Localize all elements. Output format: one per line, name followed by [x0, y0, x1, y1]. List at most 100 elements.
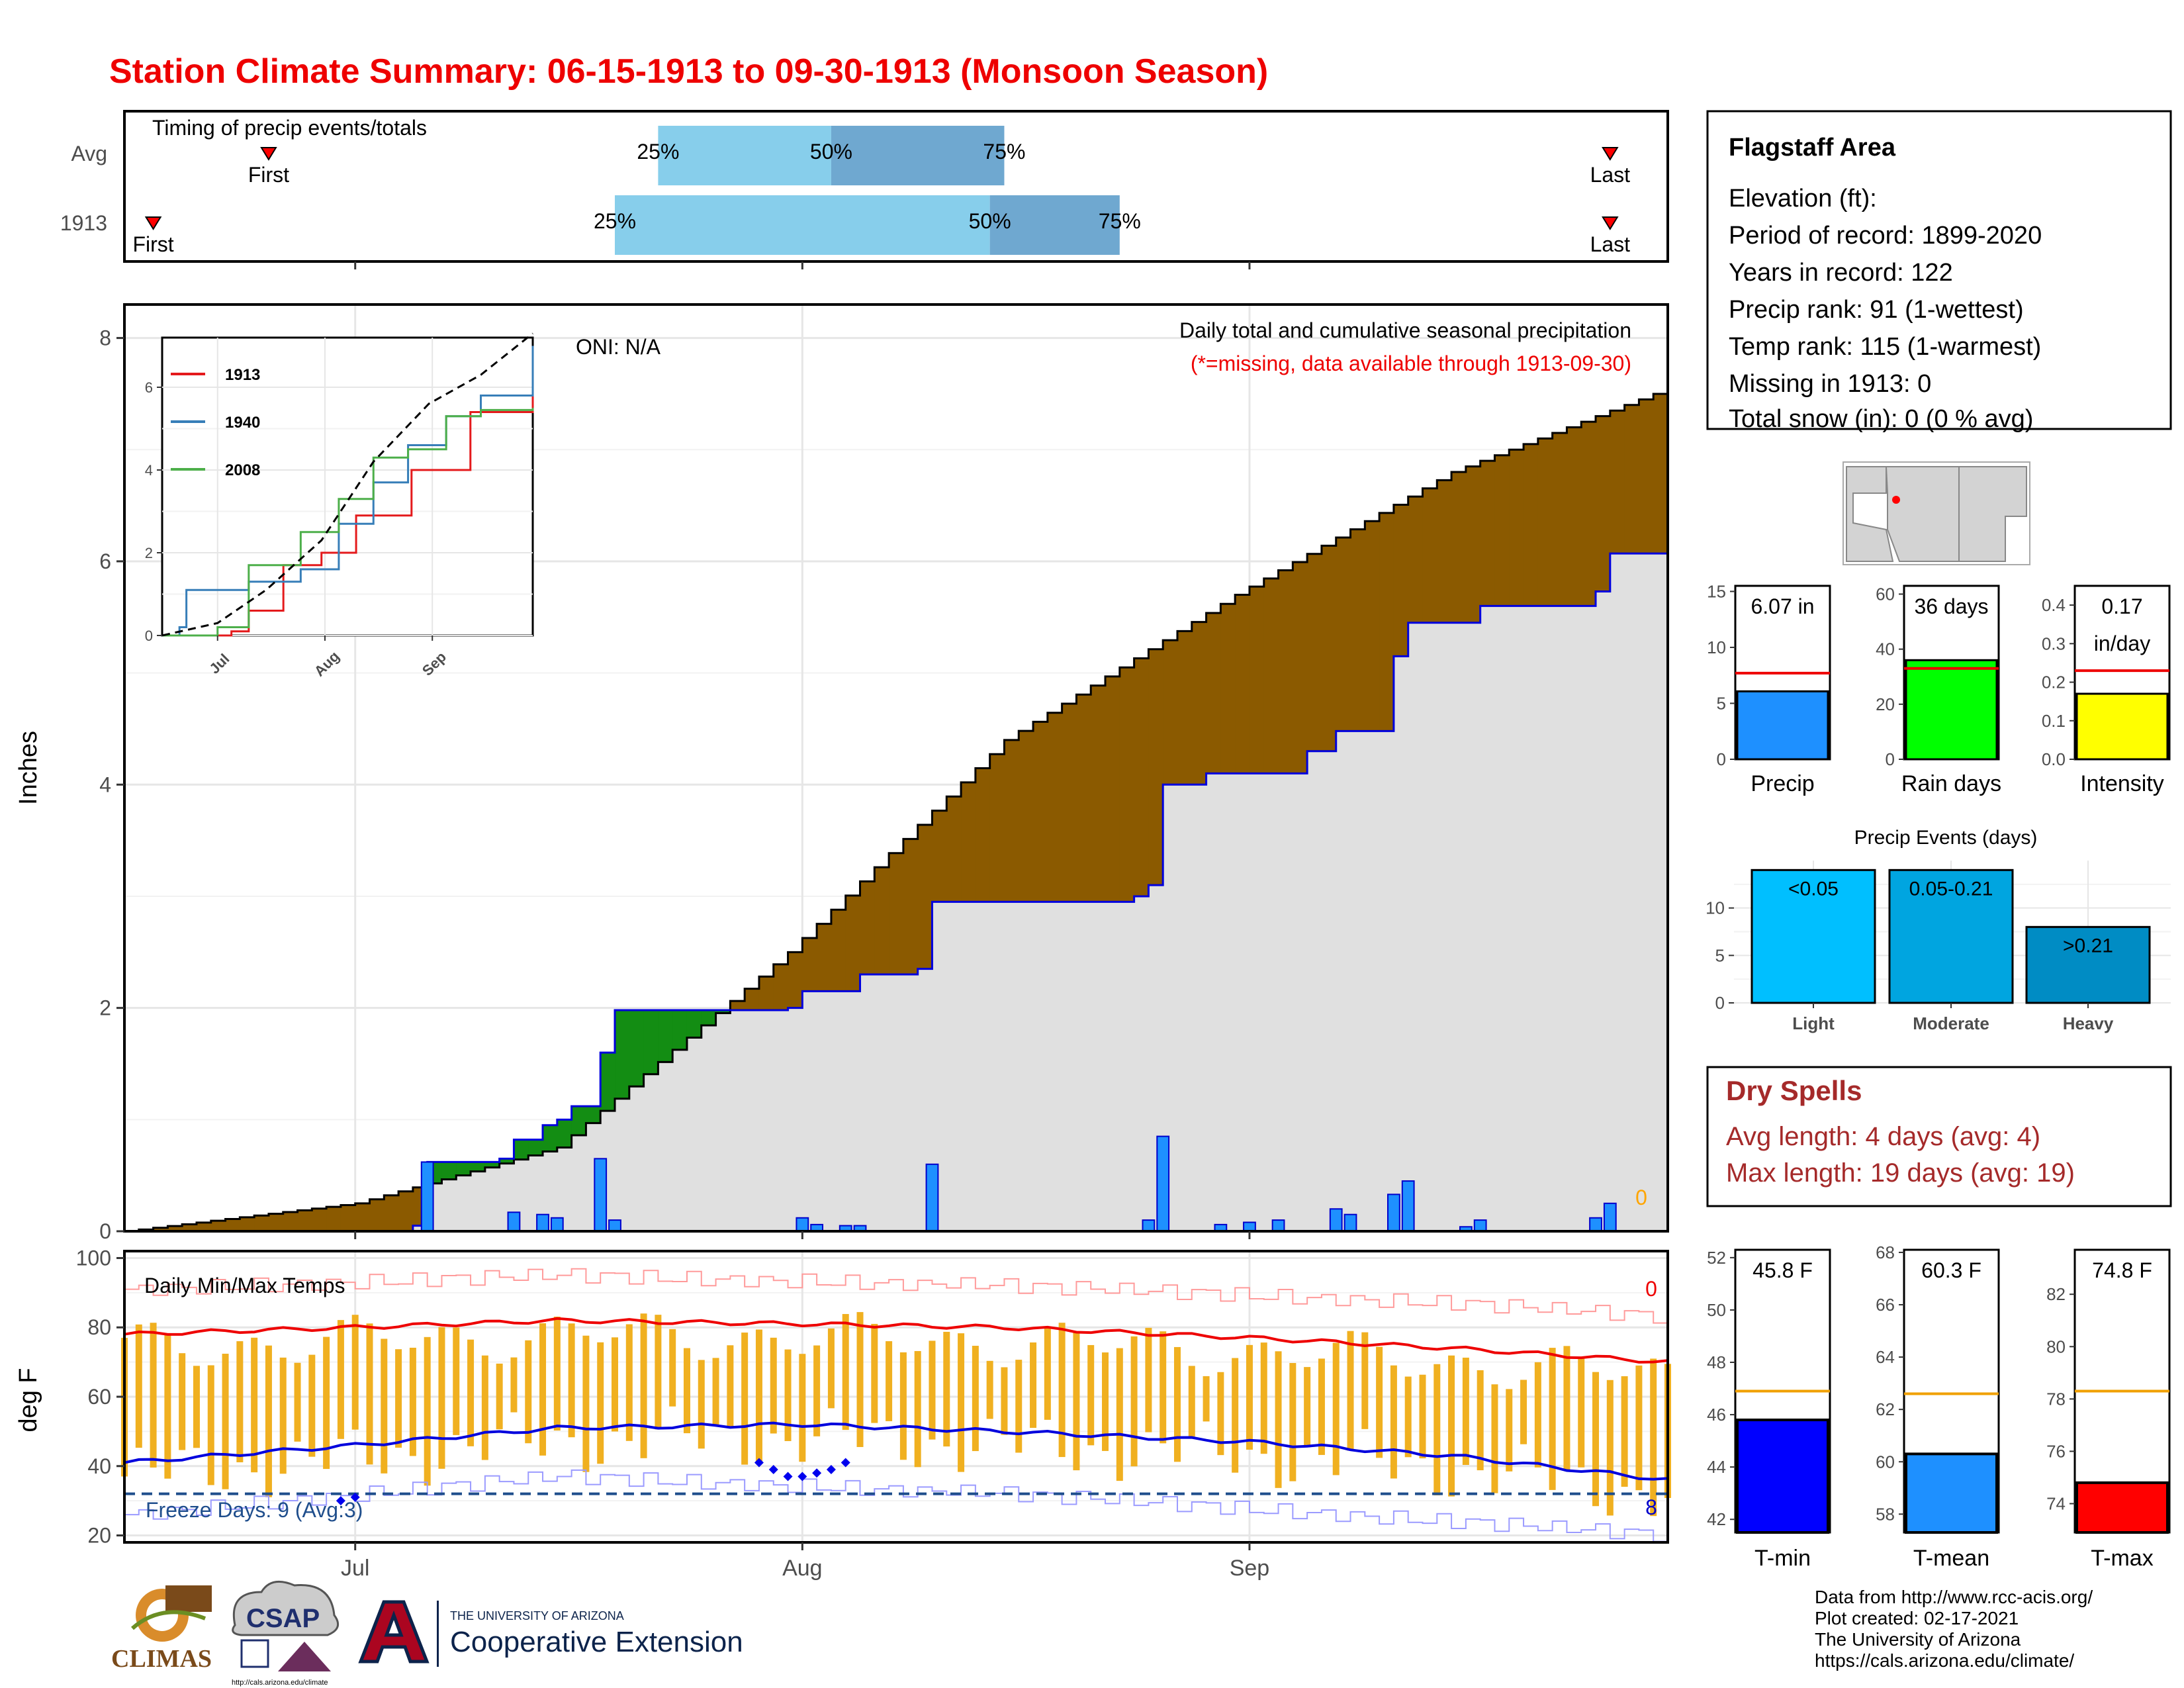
- summary-ytick-label: 0.4: [2042, 595, 2066, 615]
- deficit-segment: [889, 853, 904, 975]
- info-line: Period of record: 1899-2020: [1729, 222, 2042, 250]
- temp-summary-ytick-label: 58: [1876, 1504, 1895, 1524]
- csap-url: http://cals.arizona.edu/climate: [232, 1679, 328, 1687]
- daily-temp-bar: [1160, 1331, 1167, 1444]
- inset-ytick-label: 2: [145, 545, 153, 561]
- deficit-segment: [860, 881, 875, 975]
- daily-temp-bar: [1404, 1376, 1412, 1458]
- deficit-segment: [788, 952, 803, 1008]
- timing-bar-q25-q50: [615, 195, 990, 255]
- deficit-segment: [831, 910, 846, 992]
- inset-ytick-label: 0: [145, 628, 153, 644]
- daily-temp-bar: [1376, 1346, 1383, 1458]
- deficit-segment: [254, 1215, 269, 1231]
- summary-ytick-label: 0: [1717, 749, 1726, 769]
- daily-temp-bar: [943, 1331, 950, 1447]
- temp-summary-value-label: 60.3 F: [1921, 1258, 1981, 1282]
- deficit-segment: [1148, 649, 1163, 886]
- timing-q50-label: 50%: [969, 209, 1011, 233]
- deficit-segment: [1494, 455, 1510, 606]
- surplus-segment: [643, 1010, 659, 1074]
- deficit-segment: [817, 923, 832, 992]
- deficit-segment: [398, 1191, 414, 1231]
- info-line: Missing in 1913: 0: [1729, 370, 1931, 398]
- summary-ytick-label: 15: [1707, 581, 1726, 601]
- credit-line: Data from http://www.rcc-acis.org/: [1815, 1587, 2093, 1607]
- temp-ytick-label: 60: [87, 1385, 111, 1409]
- precip-caption: Daily total and cumulative seasonal prec…: [1179, 318, 1631, 342]
- daily-temp-bar: [871, 1323, 878, 1423]
- daily-temp-bar: [727, 1345, 734, 1428]
- daily-temp-bar: [1534, 1362, 1541, 1468]
- daily-temp-bar: [1246, 1344, 1253, 1450]
- daily-temp-bar: [625, 1324, 633, 1441]
- daily-temp-bar: [179, 1353, 186, 1450]
- summary-ytick-label: 0.3: [2042, 633, 2066, 653]
- summary-name: Rain days: [1901, 771, 2001, 796]
- temp-summary-ytick-label: 82: [2046, 1284, 2066, 1304]
- temp-ytick-label: 20: [87, 1524, 111, 1548]
- deficit-segment: [1365, 521, 1380, 731]
- inset-line-1913: [162, 384, 534, 637]
- deficit-segment: [1278, 570, 1293, 774]
- daily-temp-bar: [784, 1349, 792, 1442]
- daily-temp-bar: [1477, 1370, 1484, 1471]
- timing-row-year-label: 1913: [60, 211, 107, 235]
- deficit-segment: [225, 1219, 240, 1231]
- daily-temp-bar: [481, 1355, 488, 1460]
- events-bar-label: >0.21: [2063, 935, 2113, 957]
- precip-ytick-label: 0: [99, 1219, 111, 1243]
- deficit-segment: [369, 1199, 385, 1231]
- daily-temp-bar: [914, 1350, 921, 1468]
- events-bar: [1888, 868, 2014, 1004]
- ua-logo: THE UNIVERSITY OF ARIZONA Cooperative Ex…: [358, 1600, 743, 1667]
- precip-panel: 0 2 4 6 8 Inches ONI: N/A Daily total and cu…: [15, 303, 1669, 1243]
- daily-temp-bar: [1087, 1344, 1095, 1446]
- deficit-segment: [1091, 685, 1106, 902]
- surplus-segment: [471, 1162, 486, 1172]
- deficit-segment: [283, 1212, 298, 1231]
- surplus-segment: [571, 1106, 587, 1136]
- daily-temp-bar: [827, 1328, 835, 1409]
- deficit-segment: [1480, 461, 1496, 606]
- temp-summary-ytick-label: 52: [1707, 1248, 1726, 1268]
- info-line: Precip rank: 91 (1-wettest): [1729, 296, 2024, 324]
- timing-bar-q50-q75: [831, 126, 1005, 185]
- precip-events-chart: Precip Events (days) <0.05 Light 0.05-0.21…: [1706, 827, 2171, 1033]
- daily-temp-bar: [1621, 1376, 1628, 1487]
- summary-ytick-label: 0.0: [2042, 749, 2066, 769]
- daily-temp-bar: [294, 1362, 301, 1442]
- timing-q50-label: 50%: [810, 140, 852, 164]
- deficit-segment: [384, 1195, 399, 1231]
- deficit-segment: [1249, 586, 1265, 774]
- daily-temp-bar: [251, 1337, 258, 1473]
- temp-summary-bar: [1736, 1418, 1829, 1534]
- daily-temp-bar: [1563, 1346, 1570, 1470]
- daily-temp-bar: [929, 1340, 936, 1440]
- daily-temp-bar: [1001, 1367, 1008, 1435]
- temp-summary-ytick-label: 74: [2046, 1494, 2066, 1514]
- summary-value-label: 0.17: [2101, 594, 2142, 618]
- daily-temp-bar: [193, 1366, 200, 1448]
- deficit-segment: [1105, 676, 1120, 902]
- daily-temp-bar: [265, 1345, 272, 1497]
- surplus-segment: [528, 1139, 543, 1156]
- daily-precip-bar: [1271, 1219, 1285, 1233]
- timing-bar-q25-q50: [658, 126, 831, 185]
- summary-bar: [2075, 692, 2169, 761]
- deficit-segment: [1235, 594, 1250, 774]
- timing-last-label: Last: [1590, 163, 1631, 187]
- temp-summary-ytick-label: 60: [1876, 1452, 1895, 1472]
- daily-temp-bar: [337, 1320, 344, 1439]
- station-name: Flagstaff Area: [1729, 134, 1896, 162]
- state-outlines: [1846, 466, 2027, 562]
- daily-temp-bar: [886, 1341, 893, 1421]
- daily-precip-bar: [1603, 1202, 1617, 1232]
- timing-last-marker: [1602, 147, 1619, 161]
- daily-temp-bar: [683, 1348, 690, 1434]
- inset-ytick-label: 4: [145, 462, 153, 479]
- deficit-segment: [903, 839, 919, 975]
- climas-logo-text: CLIMAS: [111, 1645, 212, 1673]
- summary-bar: [1736, 690, 1829, 761]
